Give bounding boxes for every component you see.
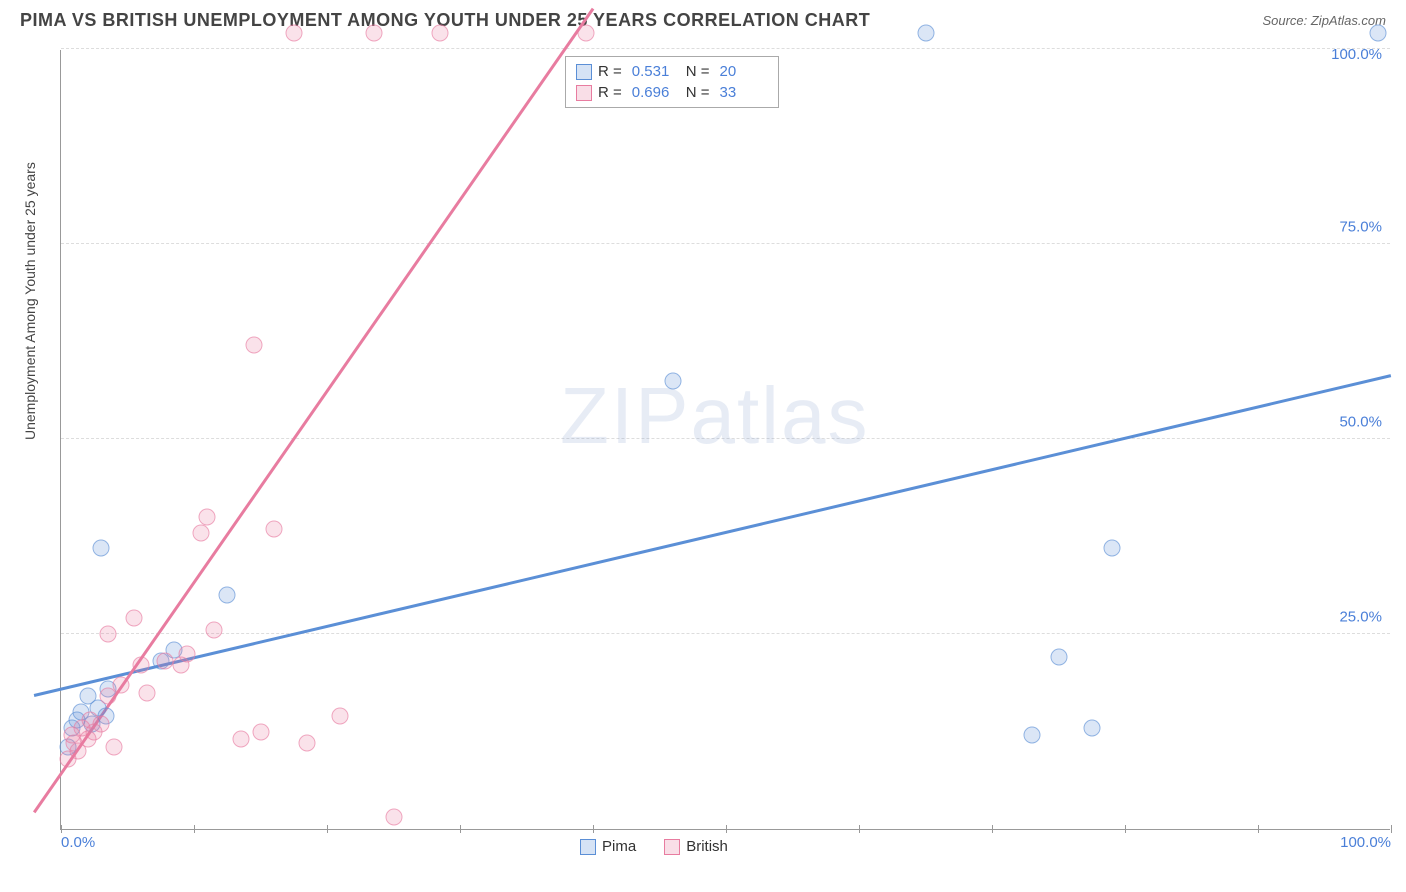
x-tick [1258,825,1259,833]
legend-r-label: R = [598,84,622,101]
legend-series-name: British [686,838,728,855]
legend-row-pima: R = 0.531 N = 20 [576,61,768,82]
data-point-british [265,520,282,537]
gridline [61,633,1390,634]
x-tick [1391,825,1392,833]
legend-item-pima: Pima [580,838,636,855]
trend-line-pima [34,374,1391,696]
data-point-pima [1050,649,1067,666]
data-point-british [232,731,249,748]
y-tick-label: 75.0% [1339,219,1382,236]
legend-swatch [576,64,592,80]
data-point-british [126,610,143,627]
legend-r-value: 0.696 [632,84,680,101]
gridline [61,243,1390,244]
x-tick [194,825,195,833]
data-point-pima [664,372,681,389]
data-point-british [132,657,149,674]
data-point-british [365,25,382,42]
series-legend: Pima British [580,838,728,855]
data-point-british [99,688,116,705]
data-point-pima [1369,25,1386,42]
x-tick [992,825,993,833]
x-tick [1125,825,1126,833]
chart-source: Source: ZipAtlas.com [1262,13,1386,28]
data-point-british [192,524,209,541]
data-point-pima [1103,540,1120,557]
data-point-british [99,626,116,643]
legend-swatch [580,839,596,855]
data-point-pima [92,540,109,557]
data-point-british [332,707,349,724]
x-tick [61,825,62,833]
x-tick [859,825,860,833]
data-point-british [179,645,196,662]
data-point-pima [1083,719,1100,736]
legend-series-name: Pima [602,838,636,855]
x-tick [593,825,594,833]
scatter-plot: 25.0%50.0%75.0%100.0%0.0%100.0% [60,50,1390,830]
chart-header: PIMA VS BRITISH UNEMPLOYMENT AMONG YOUTH… [0,0,1406,39]
legend-swatch [576,85,592,101]
data-point-british [112,676,129,693]
x-tick [460,825,461,833]
legend-n-value: 20 [720,63,768,80]
legend-r-label: R = [598,63,622,80]
legend-n-value: 33 [720,84,768,101]
data-point-british [106,739,123,756]
x-tick [327,825,328,833]
data-point-british [385,809,402,826]
legend-row-british: R = 0.696 N = 33 [576,82,768,103]
gridline [61,48,1390,49]
gridline [61,438,1390,439]
legend-item-british: British [664,838,728,855]
data-point-british [432,25,449,42]
legend-n-label: N = [686,63,710,80]
y-tick-label: 100.0% [1331,46,1382,63]
x-tick-label: 100.0% [1340,834,1391,851]
data-point-british [205,622,222,639]
x-tick [726,825,727,833]
data-point-british [252,723,269,740]
legend-swatch [664,839,680,855]
x-tick-label: 0.0% [61,834,95,851]
legend-r-value: 0.531 [632,63,680,80]
y-tick-label: 25.0% [1339,609,1382,626]
data-point-pima [1023,727,1040,744]
data-point-pima [219,587,236,604]
legend-n-label: N = [686,84,710,101]
data-point-pima [917,25,934,42]
data-point-british [92,715,109,732]
correlation-legend: R = 0.531 N = 20 R = 0.696 N = 33 [565,56,779,108]
data-point-british [139,684,156,701]
data-point-british [199,509,216,526]
y-tick-label: 50.0% [1339,414,1382,431]
y-axis-label: Unemployment Among Youth under 25 years [22,162,38,440]
data-point-british [156,653,173,670]
data-point-british [245,337,262,354]
data-point-british [578,25,595,42]
data-point-british [299,735,316,752]
data-point-british [285,25,302,42]
